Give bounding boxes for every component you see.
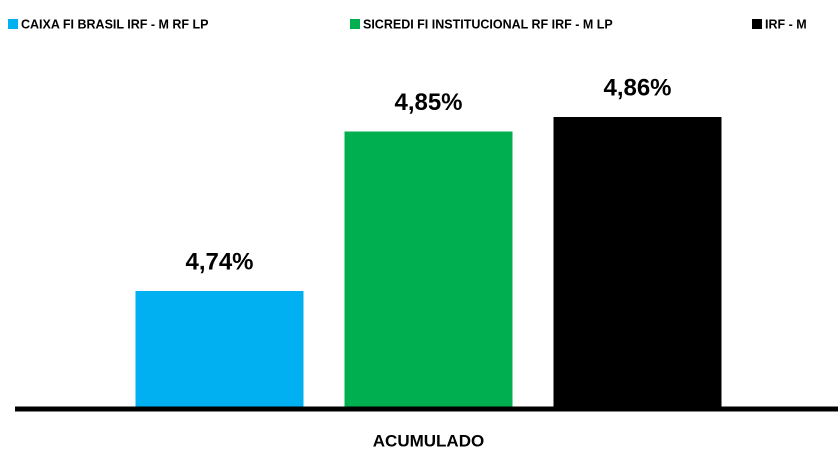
x-tick-label: ACUMULADO	[373, 431, 484, 450]
legend-swatch	[350, 19, 360, 29]
legend-swatch	[752, 19, 762, 29]
legend-label: CAIXA FI BRASIL IRF - M RF LP	[21, 17, 209, 31]
data-label: 4,86%	[603, 74, 671, 101]
legend-swatch	[8, 19, 18, 29]
data-label: 4,85%	[394, 89, 462, 116]
data-label: 4,74%	[185, 248, 253, 275]
bar	[553, 117, 722, 407]
bar	[344, 131, 513, 407]
bar	[135, 291, 304, 407]
legend-label: SICREDI FI INSTITUCIONAL RF IRF - M LP	[363, 17, 613, 31]
legend-label: IRF - M	[765, 17, 807, 31]
